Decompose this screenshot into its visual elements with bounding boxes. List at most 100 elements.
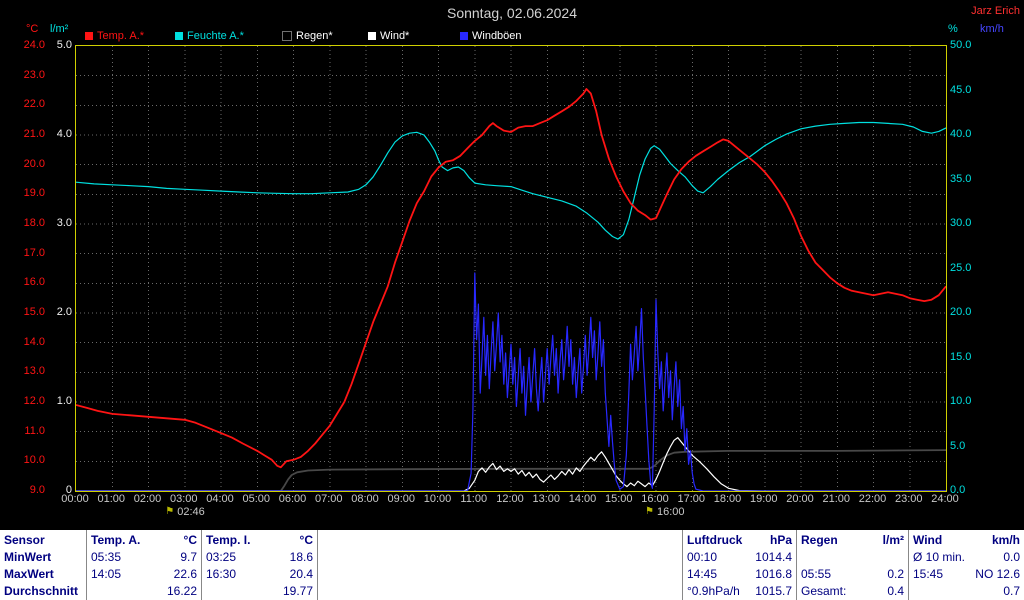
temp-tick-label: 12.0 xyxy=(23,395,45,407)
time-tick-label: 14:00 xyxy=(568,493,597,505)
table-cell: 9.7 xyxy=(180,549,197,564)
table-cell: 20.4 xyxy=(289,566,313,581)
time-tick-label: 02:00 xyxy=(133,493,162,505)
right-tick-label: 15.0 xyxy=(950,350,972,363)
table-cell: 05:35 xyxy=(91,549,122,564)
table-row: 00:10 1014.4 xyxy=(683,548,796,565)
legend-swatch-windboeen xyxy=(460,32,468,40)
table-cell: hPa xyxy=(769,532,792,547)
legend-item-windboeen[interactable]: Windböen xyxy=(460,30,522,42)
summary-table: Sensor MinWert MaxWert Durchschnitt Temp. A.… xyxy=(0,530,1024,600)
table-column-temp-i: Temp. I. °C 03:25 18.6 16:30 20.4 19.77 xyxy=(201,530,317,600)
axis-unit-rain: l/m² xyxy=(50,23,69,35)
temp-tick-label: 18.0 xyxy=(23,217,45,229)
table-cell: 05:55 xyxy=(801,566,832,581)
rain-tick-label: 3.0 xyxy=(56,217,72,229)
table-cell: Luftdruck xyxy=(687,532,743,547)
temp-tick-label: 20.0 xyxy=(23,157,45,170)
series-feuchte-a xyxy=(76,121,946,240)
table-row: °0.9hPa/h 1015.7 xyxy=(683,582,796,599)
table-row xyxy=(318,531,682,548)
rain-tick-label: 0 xyxy=(65,484,72,496)
temp-tick-label: 24.0 xyxy=(23,39,45,51)
table-row: Sensor xyxy=(0,531,86,548)
event-marker: ⚑ 02:46 xyxy=(165,506,205,518)
right-tick-label: 30.0 xyxy=(950,217,972,229)
table-cell: 03:25 xyxy=(206,549,237,564)
table-cell: 0.7 xyxy=(1003,583,1020,598)
right-tick-label: 0.0 xyxy=(950,484,966,496)
table-cell: Durchschnitt xyxy=(4,583,79,598)
table-column-temp-a: Temp. A. °C 05:35 9.7 14:05 22.6 16.22 xyxy=(86,530,201,600)
time-tick-label: 16:00 xyxy=(641,493,669,505)
table-cell: 22.6 xyxy=(173,566,197,581)
time-tick-label: 00:00 xyxy=(61,493,89,505)
legend-item-wind[interactable]: Wind* xyxy=(368,30,409,42)
legend-swatch-wind xyxy=(368,32,376,40)
table-cell: Ø 10 min. xyxy=(913,549,966,564)
table-cell: 0.0 xyxy=(1003,549,1020,564)
table-cell: 0.2 xyxy=(887,566,904,581)
temp-tick-label: 23.0 xyxy=(23,68,45,81)
table-column-sensor-labels: Sensor MinWert MaxWert Durchschnitt xyxy=(0,530,86,600)
temp-tick-label: 9.0 xyxy=(29,484,45,496)
temp-tick-label: 15.0 xyxy=(23,306,45,318)
right-tick-label: 20.0 xyxy=(950,306,972,318)
legend-label-windboeen: Windböen xyxy=(472,30,522,42)
table-cell: 14:45 xyxy=(687,566,718,581)
table-row: 19.77 xyxy=(202,582,317,599)
legend-item-regen[interactable]: Regen* xyxy=(282,30,333,42)
table-cell: MaxWert xyxy=(4,566,54,581)
series-temp-a xyxy=(76,88,946,469)
temp-tick-label: 14.0 xyxy=(23,335,45,348)
time-tick-label: 03:00 xyxy=(169,493,198,505)
axis-unit-celsius: °C xyxy=(26,23,39,35)
temp-tick-label: 13.0 xyxy=(23,365,45,378)
right-tick-label: 10.0 xyxy=(950,395,972,407)
table-column-wind: Wind km/h Ø 10 min. 0.0 15:45 NO 12.6 0.7 xyxy=(908,530,1024,600)
legend-label-feuchte-a: Feuchte A.* xyxy=(187,30,244,42)
table-row: 16:30 20.4 xyxy=(202,565,317,582)
table-row: Durchschnitt xyxy=(0,582,86,599)
table-cell: °C xyxy=(299,532,313,547)
table-row: Luftdruck hPa xyxy=(683,531,796,548)
time-tick-label: 18:00 xyxy=(713,493,742,505)
table-cell: °C xyxy=(183,532,197,547)
table-row: 16.22 xyxy=(87,582,201,599)
right-tick-label: 50.0 xyxy=(950,39,972,51)
table-cell: Temp. I. xyxy=(206,532,251,547)
temp-axis-ticks: 24.0 23.0 22.0 21.0 20.0 19.0 18.0 17.0 16.0 15.0… xyxy=(0,0,45,530)
time-tick-label: 23:00 xyxy=(894,493,923,505)
table-cell: °0.9hPa/h xyxy=(687,583,740,598)
table-row: Regen l/m² xyxy=(797,531,908,548)
table-cell: 15:45 xyxy=(913,566,944,581)
table-cell: 0.4 xyxy=(887,583,904,598)
table-row: MaxWert xyxy=(0,565,86,582)
plot-area[interactable] xyxy=(75,45,947,492)
table-row: 14:45 1016.8 xyxy=(683,565,796,582)
legend-item-feuchte-a[interactable]: Feuchte A.* xyxy=(175,30,244,42)
time-tick-label: 06:00 xyxy=(278,493,307,505)
rain-tick-label: 4.0 xyxy=(56,128,72,140)
temp-tick-label: 21.0 xyxy=(23,128,45,140)
right-tick-label: 40.0 xyxy=(950,128,972,140)
time-tick-label: 11:00 xyxy=(460,493,488,505)
chart-title: Sonntag, 02.06.2024 xyxy=(446,5,577,21)
legend-swatch-temp-a xyxy=(85,32,93,40)
series-wind xyxy=(76,437,946,491)
table-row: 03:25 18.6 xyxy=(202,548,317,565)
series-windboeen xyxy=(76,272,946,491)
table-column-regen: Regen l/m² 05:55 0.2 Gesamt: 0.4 xyxy=(796,530,908,600)
time-tick-label: 12:00 xyxy=(496,493,524,505)
time-tick-label: 24:00 xyxy=(931,493,959,505)
legend-item-temp-a[interactable]: Temp. A.* xyxy=(85,30,144,42)
table-cell: 16:30 xyxy=(206,566,237,581)
legend-label-temp-a: Temp. A.* xyxy=(97,30,145,42)
table-cell: MinWert xyxy=(4,549,52,564)
temp-tick-label: 16.0 xyxy=(23,276,45,289)
table-cell: 18.6 xyxy=(289,549,313,564)
time-tick-label: 17:00 xyxy=(677,493,706,505)
table-cell: 19.77 xyxy=(282,583,313,598)
table-row xyxy=(797,548,908,565)
